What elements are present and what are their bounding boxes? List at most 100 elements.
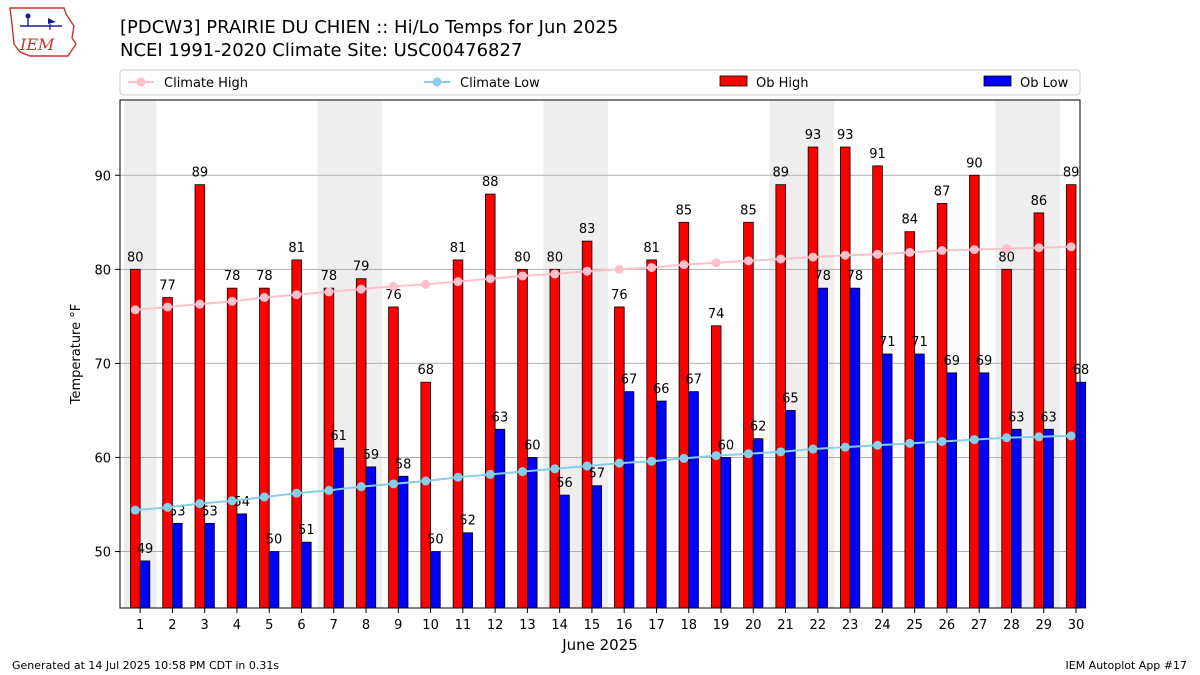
ob-low-label: 69 [976,354,993,369]
ob-low-bar [785,410,796,609]
chart-subtitle: NCEI 1991-2020 Climate Site: USC00476827 [120,40,523,61]
y-tick-label: 90 [94,169,111,184]
legend-ob-low-swatch [983,75,1012,87]
ob-high-label: 78 [224,269,241,284]
ob-high-label: 91 [869,147,886,162]
x-tick-label: 4 [233,618,241,633]
ob-low-bar [914,353,925,609]
climate-low-point [937,436,947,446]
ob-low-bar [494,428,506,609]
y-axis-label: Temperature °F [69,304,84,405]
ob-high-label: 77 [159,279,176,294]
ob-high-bar [162,297,173,609]
ob-low-bar [720,457,732,609]
climate-high-point [518,271,528,281]
x-tick-label: 5 [265,618,273,633]
ob-low-bar [462,532,473,609]
ob-high-bar [904,231,916,609]
ob-high-label: 87 [934,184,951,199]
climate-high-point [711,258,721,268]
ob-high-bar [614,306,625,609]
climate-high-point [743,256,753,266]
legend-climate-low-label: Climate Low [460,76,540,91]
ob-high-label: 76 [611,288,628,303]
ob-low-label: 62 [750,420,767,435]
x-tick-label: 24 [874,618,891,633]
ob-high-bar [710,325,722,609]
climate-low-point [840,442,850,452]
x-tick-label: 14 [551,618,568,633]
climate-low-point [518,467,528,477]
climate-low-point [1034,432,1044,442]
ob-low-bar [268,551,280,609]
ob-high-bar [840,146,851,609]
ob-low-bar [172,522,183,609]
climate-low-point [259,492,269,502]
climate-high-point [259,293,269,303]
ob-low-label: 58 [395,457,412,472]
ob-low-bar [1075,381,1087,609]
ob-high-label: 80 [547,250,564,265]
ob-low-label: 60 [718,438,735,453]
x-tick-label: 3 [201,618,209,633]
ob-low-label: 65 [782,391,799,406]
legend-ob-high-label: Ob High [756,76,809,91]
climate-high-point [840,250,850,260]
climate-high-point [808,252,818,262]
x-tick-label: 9 [394,618,402,633]
ob-low-bar [881,353,893,609]
ob-low-bar [204,522,215,609]
climate-high-point [453,277,463,287]
climate-high-point [485,274,495,284]
climate-low-point [647,456,657,466]
climate-high-point [421,279,431,289]
climate-low-point [550,464,560,474]
ob-high-bar [226,287,238,609]
ob-low-label: 61 [330,429,347,444]
climate-low-point [292,488,302,498]
x-tick-label: 28 [1003,618,1020,633]
x-tick-label: 25 [906,618,923,633]
ob-high-label: 78 [256,269,273,284]
y-tick-label: 50 [94,546,111,561]
x-tick-label: 19 [713,618,730,633]
ob-low-bar [365,466,377,609]
ob-high-bar [743,221,754,609]
climate-low-point [969,435,979,445]
climate-high-point [388,281,398,291]
x-tick-label: 10 [422,618,439,633]
y-tick-label: 70 [94,357,111,372]
ob-high-bar [549,268,561,609]
climate-low-point [485,469,495,479]
ob-low-label: 63 [1008,410,1025,425]
climate-low-point [130,505,140,515]
ob-high-bar [452,259,464,609]
ob-low-bar [623,391,635,609]
ob-low-bar [526,457,538,609]
ob-low-label: 69 [943,354,960,369]
legend-climate-low-marker [432,77,442,87]
climate-high-point [582,266,592,276]
ob-high-bar [355,278,367,609]
ob-low-bar [591,485,603,609]
ob-high-label: 81 [643,241,660,256]
app-credit: IEM Autoplot App #17 [1065,659,1188,672]
x-tick-label: 12 [487,618,504,633]
climate-low-point [227,496,237,506]
ob-low-label: 78 [847,269,864,284]
climate-high-point [873,249,883,259]
ob-high-bar [807,146,819,609]
ob-low-bar [301,541,312,609]
climate-high-point [905,247,915,257]
ob-low-label: 71 [879,335,896,350]
ob-low-bar [430,551,441,609]
climate-high-point [1066,242,1076,252]
ob-high-bar [969,174,980,609]
climate-low-point [582,461,592,471]
ob-high-label: 78 [321,269,338,284]
climate-low-point [421,476,431,486]
ob-low-label: 57 [588,467,605,482]
ob-high-bar [936,203,948,609]
ob-high-label: 89 [192,166,209,181]
ob-high-label: 80 [998,250,1015,265]
